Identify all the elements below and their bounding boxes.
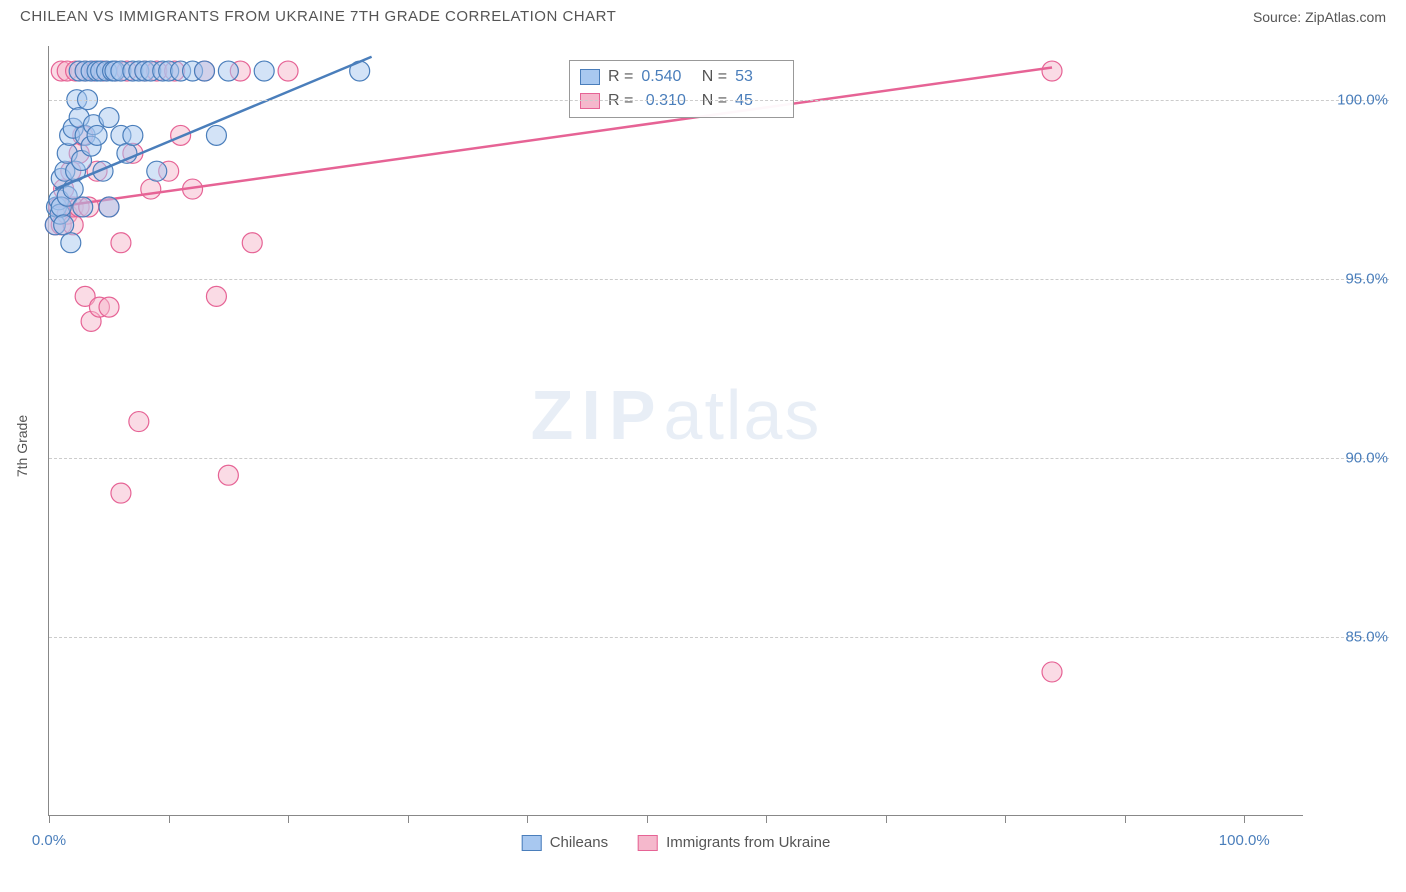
ukraine-point — [218, 465, 238, 485]
legend-swatch-ukraine — [638, 835, 658, 851]
x-tick-label: 0.0% — [32, 832, 66, 849]
gridline-h — [49, 637, 1389, 638]
x-tick — [886, 815, 887, 823]
x-tick — [1125, 815, 1126, 823]
ukraine-trendline — [55, 67, 1052, 206]
ukraine-point — [1042, 662, 1062, 682]
chileans-point — [87, 125, 107, 145]
y-tick-label: 95.0% — [1313, 270, 1388, 287]
ukraine-point — [129, 412, 149, 432]
legend-label-ukraine: Immigrants from Ukraine — [666, 834, 830, 851]
stat-n-chileans: 53 — [735, 65, 783, 89]
stat-n-ukraine: 45 — [735, 89, 783, 113]
chileans-point — [99, 197, 119, 217]
stats-row-chileans: R = 0.540 N = 53 — [580, 65, 783, 89]
x-tick — [766, 815, 767, 823]
y-axis-label: 7th Grade — [14, 415, 30, 477]
stats-row-ukraine: R = 0.310 N = 45 — [580, 89, 783, 113]
x-tick — [408, 815, 409, 823]
stat-n-label: N = — [697, 89, 727, 113]
stat-r-label: R = — [608, 65, 633, 89]
y-tick-label: 100.0% — [1313, 91, 1388, 108]
stats-legend-box: R = 0.540 N = 53 R = 0.310 N = 45 — [569, 60, 794, 118]
ukraine-point — [278, 61, 298, 81]
x-tick — [49, 815, 50, 823]
legend-label-chileans: Chileans — [550, 834, 608, 851]
x-tick — [288, 815, 289, 823]
legend-item-ukraine: Immigrants from Ukraine — [638, 834, 830, 851]
chart-source: Source: ZipAtlas.com — [1253, 9, 1386, 25]
gridline-h — [49, 100, 1389, 101]
chileans-point — [195, 61, 215, 81]
legend-item-chileans: Chileans — [522, 834, 608, 851]
ukraine-point — [141, 179, 161, 199]
swatch-chileans — [580, 69, 600, 85]
x-tick — [647, 815, 648, 823]
ukraine-point — [1042, 61, 1062, 81]
chileans-point — [54, 215, 74, 235]
chileans-point — [218, 61, 238, 81]
stat-n-label: N = — [697, 65, 727, 89]
stat-r-label: R = — [608, 89, 633, 113]
gridline-h — [49, 279, 1389, 280]
ukraine-point — [111, 483, 131, 503]
chileans-point — [206, 125, 226, 145]
x-tick-label: 100.0% — [1219, 832, 1270, 849]
chileans-point — [254, 61, 274, 81]
y-tick-label: 90.0% — [1313, 449, 1388, 466]
y-tick-label: 85.0% — [1313, 628, 1388, 645]
chileans-point — [61, 233, 81, 253]
x-tick — [1244, 815, 1245, 823]
chileans-point — [147, 161, 167, 181]
plot-svg — [49, 46, 1303, 815]
chileans-point — [99, 108, 119, 128]
chileans-point — [123, 125, 143, 145]
ukraine-point — [111, 233, 131, 253]
gridline-h — [49, 458, 1389, 459]
ukraine-point — [242, 233, 262, 253]
ukraine-point — [206, 286, 226, 306]
bottom-legend: Chileans Immigrants from Ukraine — [522, 834, 831, 851]
chileans-point — [73, 197, 93, 217]
swatch-ukraine — [580, 93, 600, 109]
ukraine-point — [99, 297, 119, 317]
plot-area: ZIPatlas R = 0.540 N = 53 R = 0.310 N = … — [48, 46, 1303, 816]
x-tick — [169, 815, 170, 823]
stat-r-chileans: 0.540 — [641, 65, 689, 89]
x-tick — [1005, 815, 1006, 823]
x-tick — [527, 815, 528, 823]
chart-container: 7th Grade ZIPatlas R = 0.540 N = 53 R = … — [40, 46, 1390, 846]
legend-swatch-chileans — [522, 835, 542, 851]
chart-title: CHILEAN VS IMMIGRANTS FROM UKRAINE 7TH G… — [20, 8, 616, 25]
stat-r-ukraine: 0.310 — [641, 89, 689, 113]
